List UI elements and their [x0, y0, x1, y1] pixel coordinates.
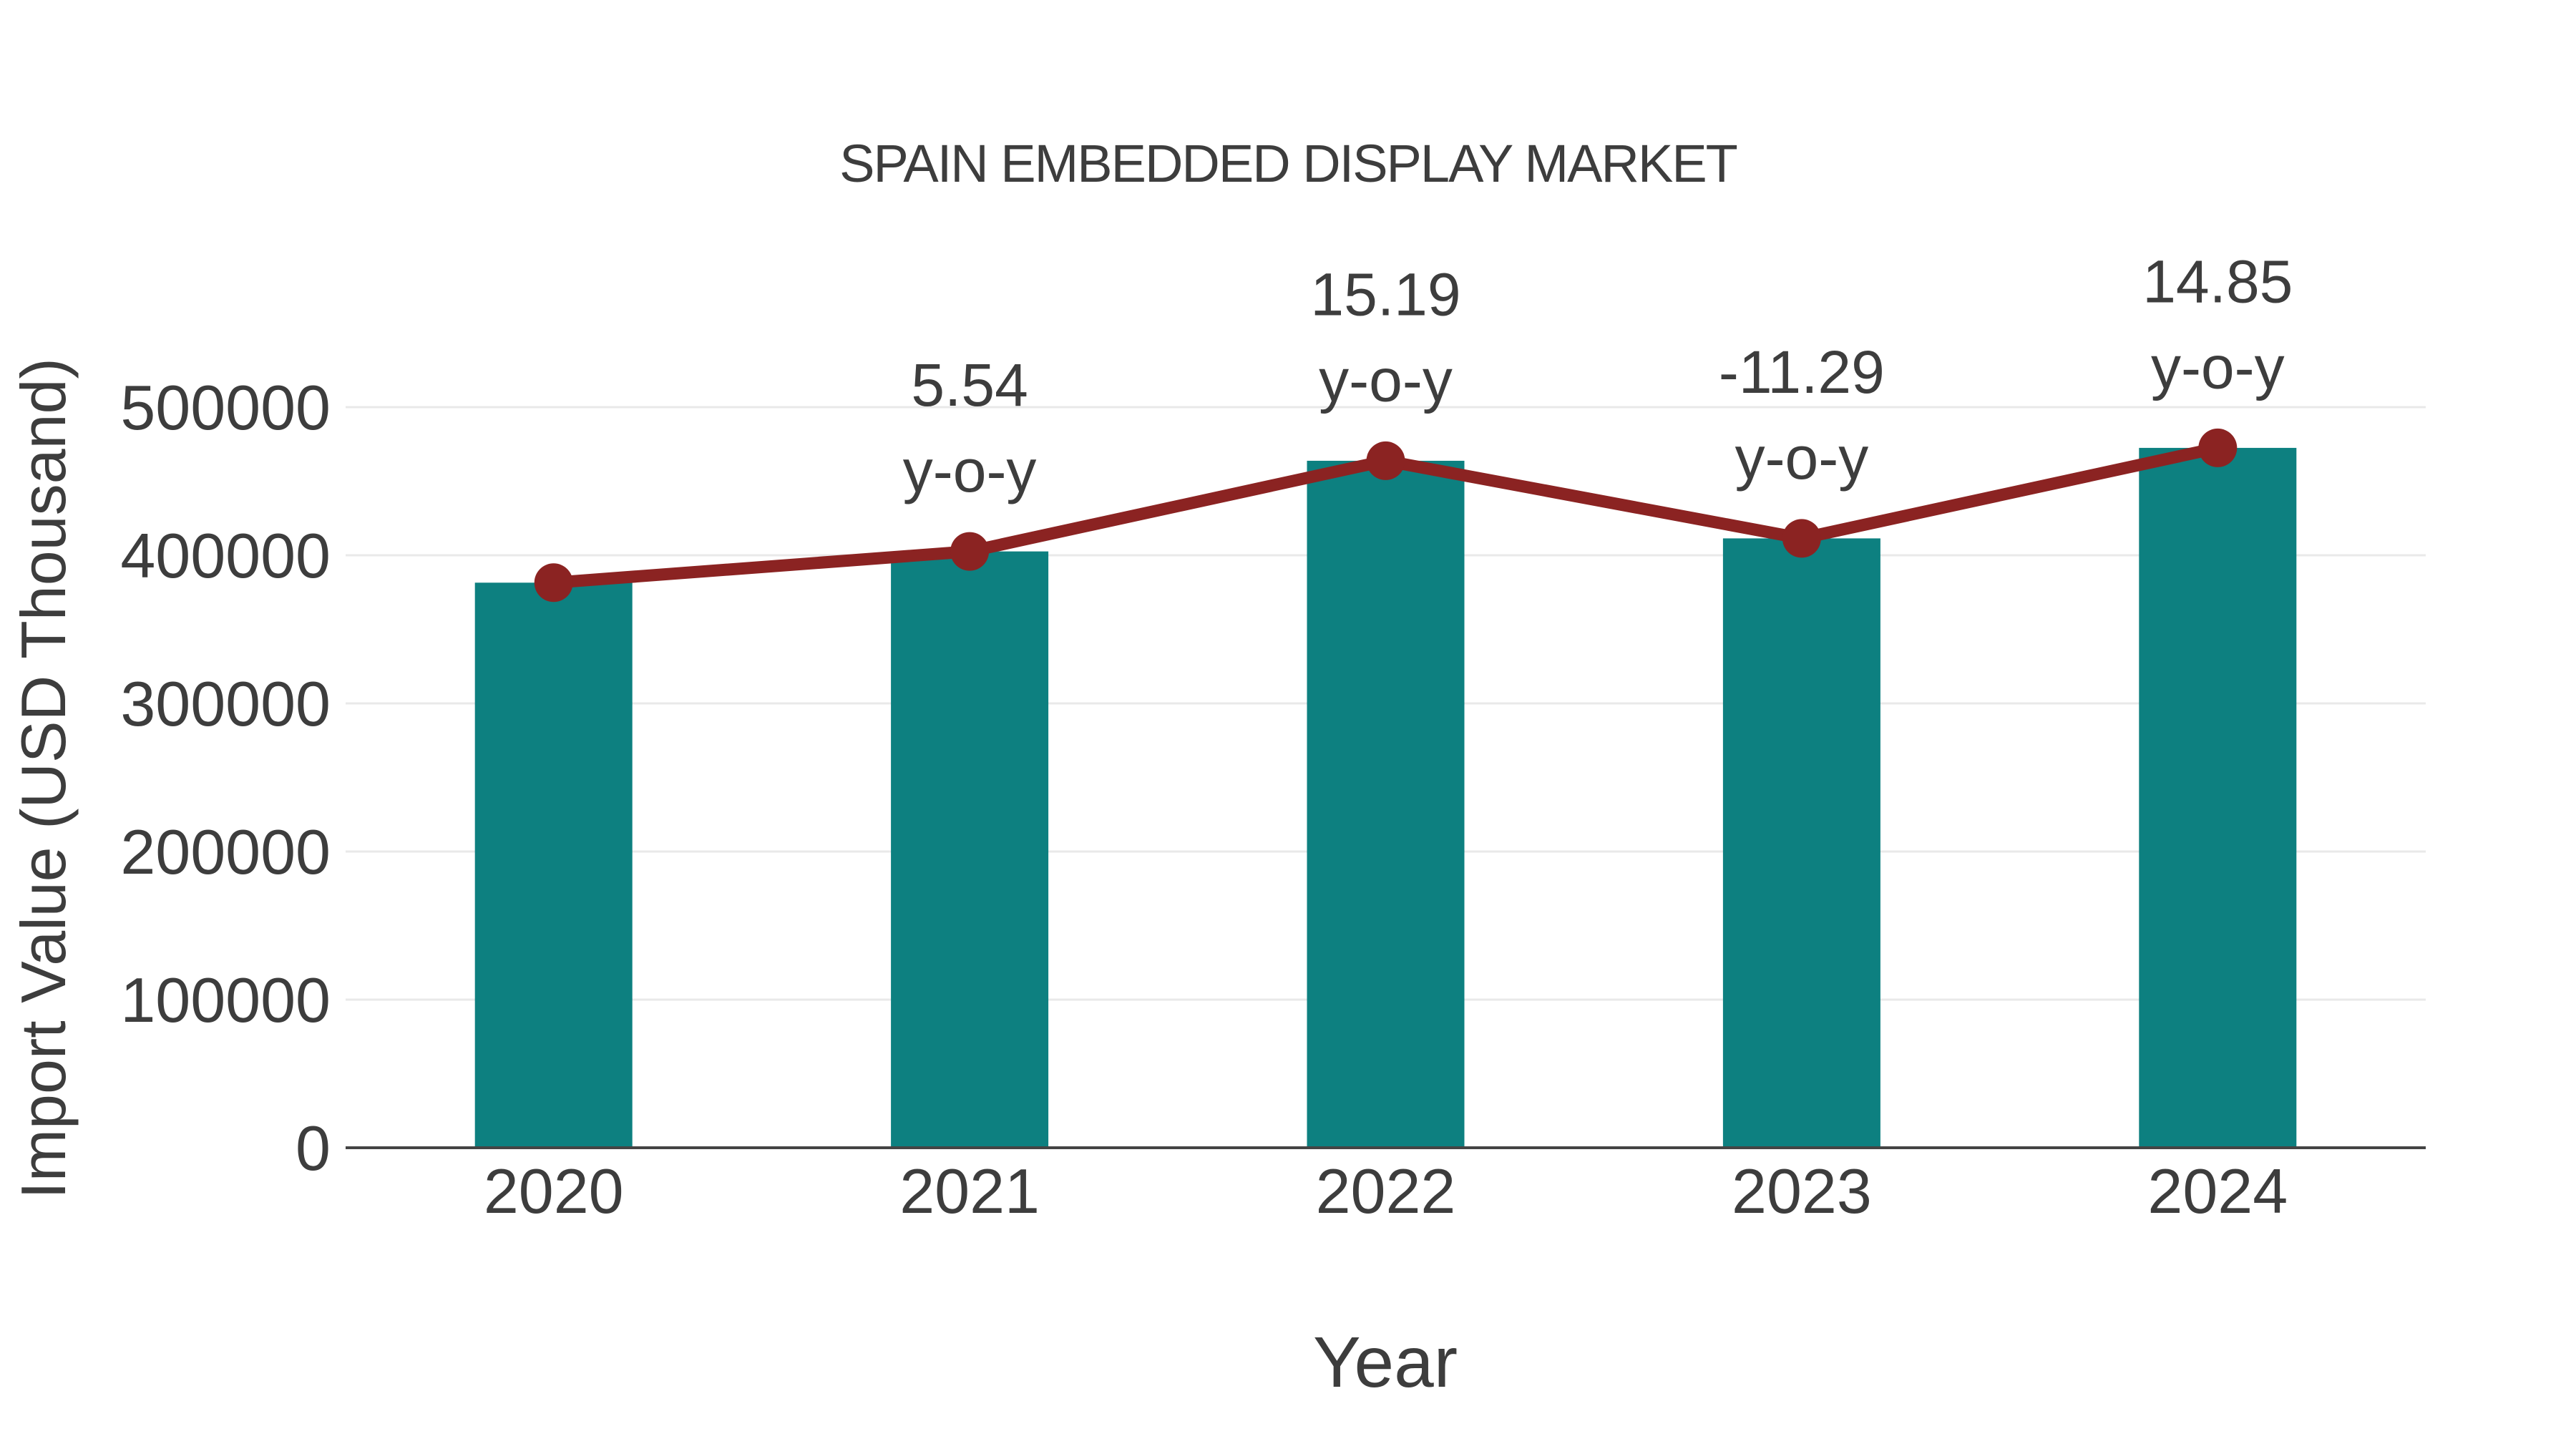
- marker-2021: [950, 532, 990, 571]
- y-axis-tick-labels: 0 100000 200000 300000 400000 500000: [120, 372, 331, 1184]
- annotation-2024-value: 14.85: [2142, 248, 2293, 315]
- y-tick-label-200000: 200000: [120, 816, 331, 887]
- x-axis-tick-labels: 2020 2021 2022 2023 2024: [484, 1156, 2288, 1226]
- x-axis-title: Year: [1313, 1322, 1458, 1402]
- x-tick-label-2024: 2024: [2147, 1156, 2288, 1226]
- y-axis-title: Import Value (USD Thousand): [8, 358, 79, 1199]
- y-tick-label-100000: 100000: [120, 965, 331, 1035]
- x-tick-label-2020: 2020: [484, 1156, 624, 1226]
- annotation-2022-value: 15.19: [1310, 260, 1460, 328]
- x-tick-label-2023: 2023: [1732, 1156, 1872, 1226]
- bar-2024: [2139, 447, 2297, 1148]
- bar-2021: [891, 551, 1049, 1148]
- marker-2022: [1366, 441, 1405, 480]
- annotation-2024-suffix: y-o-y: [2151, 333, 2285, 401]
- chart-title: SPAIN EMBEDDED DISPLAY MARKET: [839, 134, 1737, 193]
- annotation-2021-value: 5.54: [911, 351, 1028, 419]
- yoy-annotations: 5.54 y-o-y 15.19 y-o-y -11.29 y-o-y 14.85 y-o-y: [903, 248, 2293, 504]
- x-tick-label-2021: 2021: [899, 1156, 1040, 1226]
- bar-2020: [474, 582, 633, 1148]
- annotation-2023-suffix: y-o-y: [1735, 424, 1869, 492]
- annotation-2021-suffix: y-o-y: [903, 437, 1037, 504]
- y-tick-label-0: 0: [296, 1113, 331, 1184]
- marker-2024: [2198, 428, 2238, 467]
- bar-2023: [1722, 538, 1880, 1148]
- bar-series: [474, 447, 2297, 1148]
- marker-2020: [534, 563, 573, 602]
- annotation-2022-suffix: y-o-y: [1319, 346, 1453, 414]
- y-tick-label-400000: 400000: [120, 520, 331, 591]
- x-tick-label-2022: 2022: [1316, 1156, 1456, 1226]
- y-tick-label-300000: 300000: [120, 668, 331, 739]
- annotation-2023-value: -11.29: [1719, 338, 1885, 406]
- bar-2022: [1307, 460, 1465, 1148]
- line-series: [534, 428, 2238, 602]
- y-tick-label-500000: 500000: [120, 372, 331, 443]
- marker-2023: [1782, 519, 1821, 558]
